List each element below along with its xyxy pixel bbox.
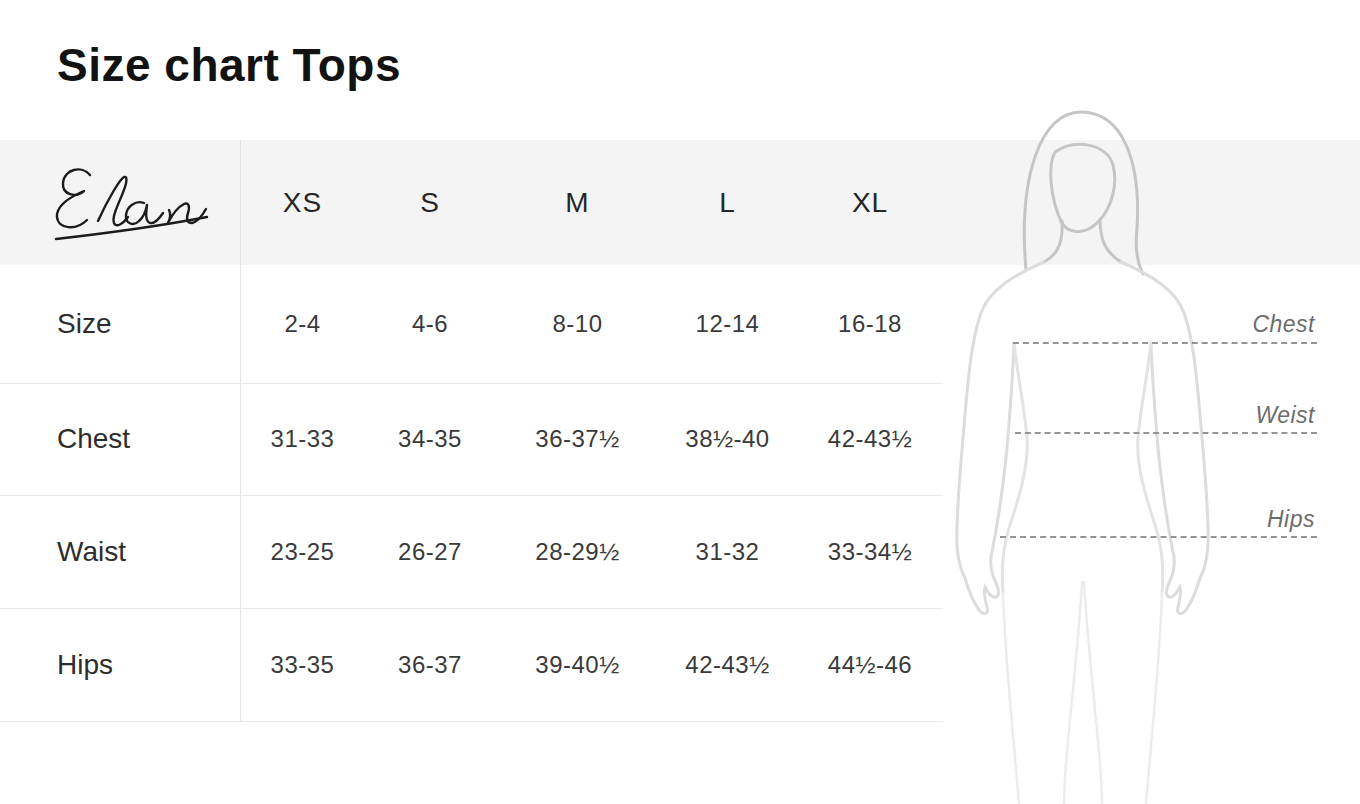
body-measurement-figure-illustration	[940, 100, 1360, 804]
row-label-waist: Waist	[0, 536, 240, 568]
column-header-l: L	[660, 187, 795, 219]
waist-l: 31-32	[660, 538, 795, 566]
chest-s: 34-35	[365, 425, 495, 453]
row-label-size: Size	[0, 308, 240, 340]
table-header-row: Elan XS S M L XL	[0, 140, 945, 265]
hips-s: 36-37	[365, 651, 495, 679]
hips-measure-dashed-line	[1000, 536, 1317, 538]
chest-l: 38½-40	[660, 425, 795, 453]
figure-shoulders-and-arms	[957, 262, 1208, 614]
waist-xs: 23-25	[240, 538, 365, 566]
table-row-hips: Hips 33-35 36-37 39-40½ 42-43½ 44½-46	[0, 608, 945, 721]
table-bottom-border	[0, 721, 943, 722]
chest-m: 36-37½	[495, 425, 660, 453]
waist-m: 28-29½	[495, 538, 660, 566]
figure-legs	[1003, 582, 1162, 804]
waist-measure-label: Weist	[1255, 402, 1315, 429]
size-m: 8-10	[495, 310, 660, 338]
chest-measure-label: Chest	[1252, 311, 1315, 338]
brand-signature-icon	[50, 153, 210, 248]
figure-hair-and-face	[1024, 112, 1143, 274]
table-row-chest: Chest 31-33 34-35 36-37½ 38½-40 42-43½	[0, 383, 945, 495]
row-label-chest: Chest	[0, 423, 240, 455]
column-header-m: M	[495, 187, 660, 219]
waist-measure-dashed-line	[1015, 432, 1317, 434]
column-header-xl: XL	[795, 187, 945, 219]
hips-l: 42-43½	[660, 651, 795, 679]
chest-measure-dashed-line	[1013, 342, 1317, 344]
row-separator-2	[0, 495, 943, 496]
waist-xl: 33-34½	[795, 538, 945, 566]
row-label-hips: Hips	[0, 649, 240, 681]
waist-s: 26-27	[365, 538, 495, 566]
table-vertical-divider	[240, 140, 241, 721]
size-l: 12-14	[660, 310, 795, 338]
hips-m: 39-40½	[495, 651, 660, 679]
column-header-xs: XS	[240, 187, 365, 219]
size-xs: 2-4	[240, 310, 365, 338]
hips-xs: 33-35	[240, 651, 365, 679]
chest-xs: 31-33	[240, 425, 365, 453]
row-separator-3	[0, 608, 943, 609]
size-chart-page: Size chart Tops Ch	[0, 0, 1360, 804]
size-s: 4-6	[365, 310, 495, 338]
brand-logo: Elan	[0, 153, 240, 252]
column-header-s: S	[365, 187, 495, 219]
hips-measure-label: Hips	[1267, 506, 1315, 533]
table-row-size: Size 2-4 4-6 8-10 12-14 16-18	[0, 265, 945, 383]
hips-xl: 44½-46	[795, 651, 945, 679]
figure-torso	[1002, 343, 1163, 593]
page-title: Size chart Tops	[57, 38, 401, 92]
size-xl: 16-18	[795, 310, 945, 338]
table-row-waist: Waist 23-25 26-27 28-29½ 31-32 33-34½	[0, 495, 945, 608]
chest-xl: 42-43½	[795, 425, 945, 453]
row-separator-1	[0, 383, 943, 384]
